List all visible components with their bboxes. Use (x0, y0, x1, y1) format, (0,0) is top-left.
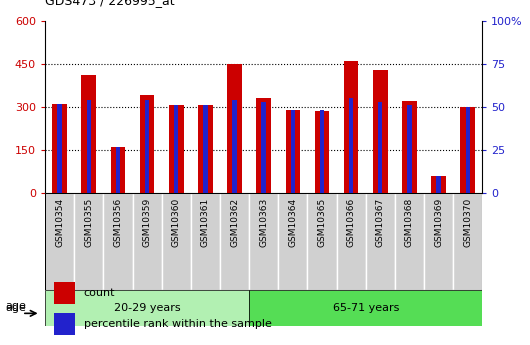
Bar (52, 104, 67, 193)
Bar (344, 61, 358, 193)
Text: 65-71 years: 65-71 years (332, 303, 399, 313)
Bar (169, 105, 183, 193)
Bar (436, 176, 441, 193)
Text: GSM10356: GSM10356 (113, 198, 122, 247)
Bar (86, 100, 91, 193)
Bar (74, 193, 103, 290)
Bar (431, 176, 446, 193)
Bar (103, 193, 132, 290)
Bar (349, 98, 354, 193)
Bar (198, 105, 213, 193)
Bar (407, 105, 412, 193)
Bar (45, 193, 74, 290)
Text: age: age (5, 303, 26, 313)
Text: GSM10369: GSM10369 (434, 198, 443, 247)
Bar (278, 193, 307, 290)
Bar (424, 193, 453, 290)
Bar (132, 193, 162, 290)
Bar (290, 110, 295, 193)
Bar (366, 193, 395, 290)
Bar (54, 282, 75, 304)
Bar (203, 105, 208, 193)
Bar (45, 290, 249, 326)
Text: GSM10364: GSM10364 (288, 198, 297, 247)
Text: GSM10363: GSM10363 (259, 198, 268, 247)
Text: GSM10368: GSM10368 (405, 198, 414, 247)
Bar (395, 193, 424, 290)
Bar (57, 104, 62, 193)
Text: count: count (84, 288, 115, 298)
Bar (232, 100, 237, 193)
Text: GSM10365: GSM10365 (317, 198, 326, 247)
Bar (402, 101, 417, 193)
Bar (220, 193, 249, 290)
Bar (373, 70, 387, 193)
Bar (378, 102, 383, 193)
Text: GSM10361: GSM10361 (201, 198, 210, 247)
Text: GSM10359: GSM10359 (143, 198, 152, 247)
Text: percentile rank within the sample: percentile rank within the sample (84, 319, 271, 329)
Bar (162, 193, 191, 290)
Bar (261, 102, 266, 193)
Text: age: age (5, 301, 26, 311)
Bar (307, 193, 337, 290)
Bar (82, 75, 96, 193)
Text: GSM10360: GSM10360 (172, 198, 181, 247)
Bar (191, 193, 220, 290)
Bar (453, 193, 482, 290)
Text: 20-29 years: 20-29 years (114, 303, 180, 313)
Text: GSM10362: GSM10362 (230, 198, 239, 247)
Bar (320, 110, 324, 193)
Bar (257, 98, 271, 193)
Bar (54, 313, 75, 335)
Text: GDS473 / 226995_at: GDS473 / 226995_at (45, 0, 175, 7)
Bar (337, 193, 366, 290)
Text: GSM10354: GSM10354 (55, 198, 64, 247)
Bar (286, 110, 300, 193)
Text: GSM10355: GSM10355 (84, 198, 93, 247)
Bar (465, 107, 470, 193)
Bar (111, 147, 125, 193)
Bar (315, 111, 329, 193)
Bar (461, 107, 475, 193)
Bar (249, 290, 482, 326)
Text: GSM10370: GSM10370 (463, 198, 472, 247)
Bar (174, 105, 179, 193)
Bar (116, 147, 120, 193)
Bar (145, 100, 149, 193)
Text: GSM10367: GSM10367 (376, 198, 385, 247)
Bar (249, 193, 278, 290)
Bar (227, 65, 242, 193)
Text: GSM10366: GSM10366 (347, 198, 356, 247)
Bar (140, 96, 154, 193)
